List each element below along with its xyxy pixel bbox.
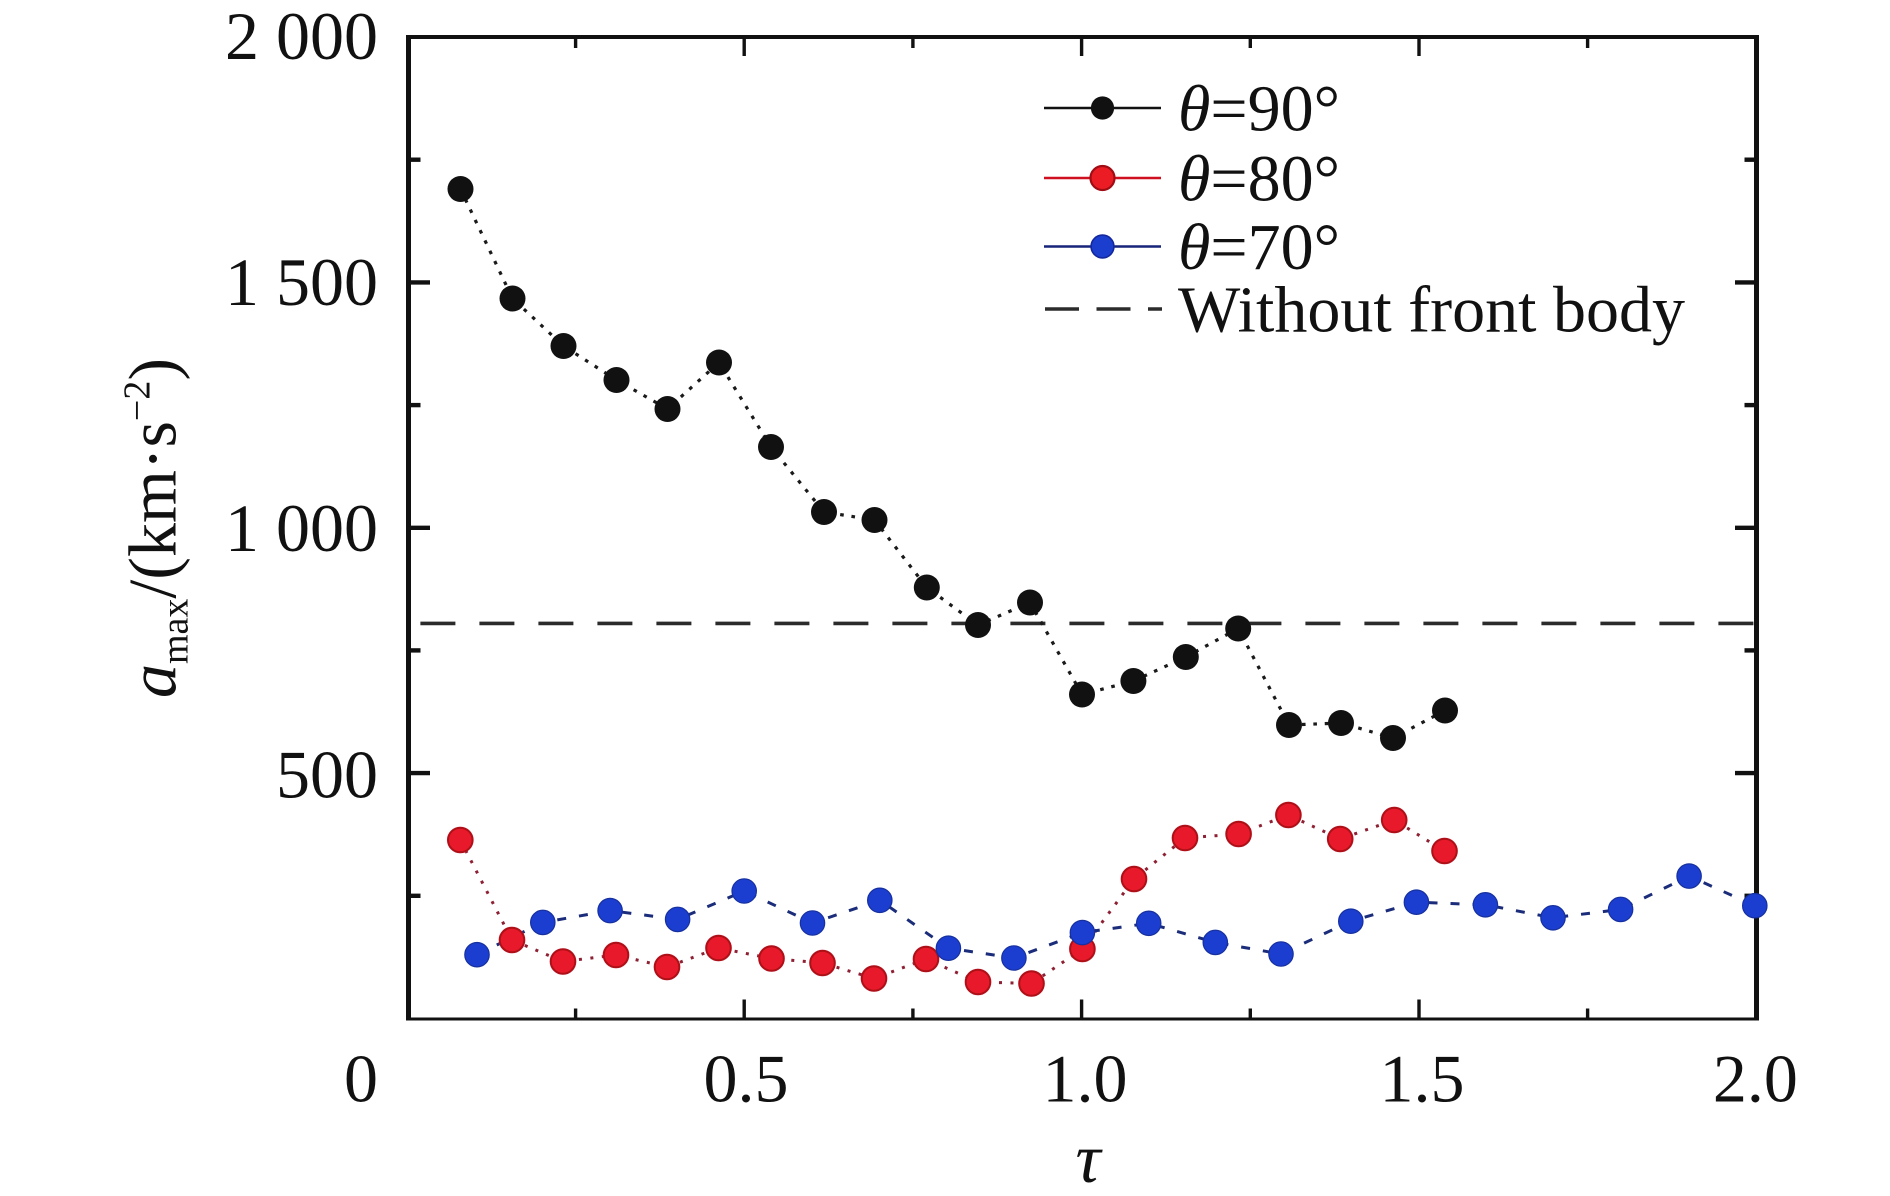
svg-text:1 500: 1 500 [225,244,378,320]
svg-text:500: 500 [276,736,378,812]
svg-text:Without front body: Without front body [1178,273,1685,346]
svg-text:1.5: 1.5 [1380,1041,1465,1117]
svg-text:1 000: 1 000 [225,490,378,566]
svg-text:amax/(km·s−2): amax/(km·s−2) [115,358,197,698]
svg-text:2.0: 2.0 [1713,1041,1798,1117]
svg-text:0.5: 0.5 [704,1041,789,1117]
svg-text:0: 0 [344,1041,378,1117]
svg-text:2 000: 2 000 [225,0,378,74]
svg-text:θ=90°: θ=90° [1178,72,1340,145]
svg-text:1.0: 1.0 [1043,1041,1128,1117]
svg-text:τ: τ [1075,1121,1103,1196]
svg-text:θ=70°: θ=70° [1178,211,1340,284]
svg-text:θ=80°: θ=80° [1178,142,1340,215]
